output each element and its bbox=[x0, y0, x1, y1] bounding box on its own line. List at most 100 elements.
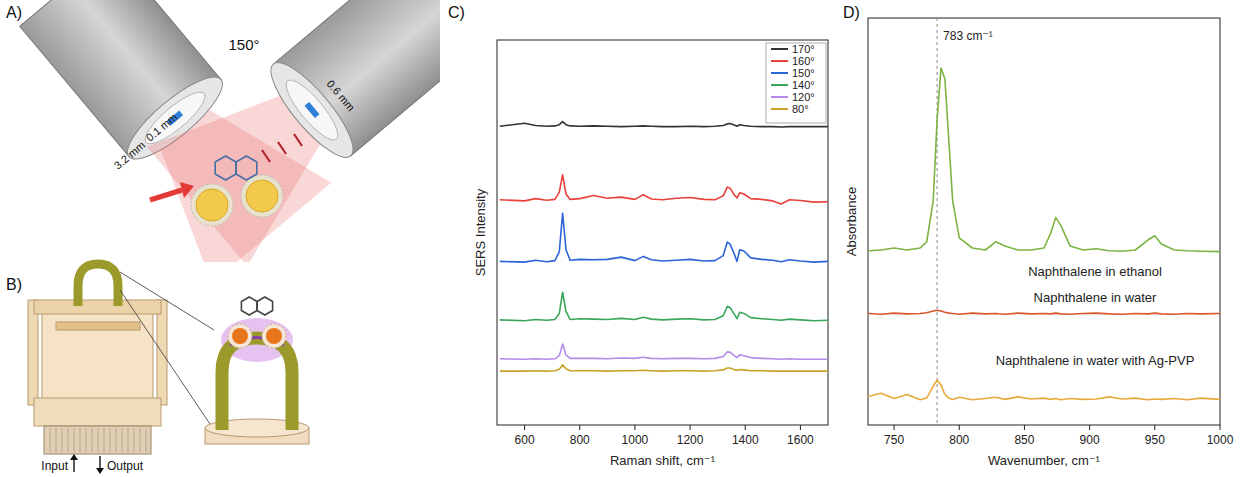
nanoparticle-shell bbox=[228, 324, 252, 348]
hatch bbox=[86, 428, 87, 452]
hatch bbox=[74, 428, 75, 452]
dimension-label: 0.6 mm bbox=[324, 78, 357, 114]
legend-entry: 140° bbox=[792, 79, 815, 91]
nanoparticle-shell bbox=[241, 175, 283, 217]
y-axis-title: Absorbance bbox=[844, 187, 859, 256]
diagram-a bbox=[6, 0, 440, 262]
arrowhead bbox=[180, 182, 194, 198]
arrowhead bbox=[96, 468, 104, 474]
page: {"panel_labels": ["A)", "B)", "C)", "D)"… bbox=[0, 0, 1241, 477]
legend: 170°160°150°140°120°80° bbox=[766, 43, 826, 123]
x-tick-label: 950 bbox=[1145, 433, 1165, 447]
hatch bbox=[92, 428, 93, 452]
frame bbox=[28, 300, 38, 405]
ring bbox=[236, 156, 257, 180]
chart: 6008001000120014001600Raman shift, cm⁻¹S… bbox=[473, 40, 828, 468]
series-label: Naphthalene in water bbox=[1034, 290, 1158, 305]
series-label: Naphthalene in ethanol bbox=[1028, 264, 1162, 279]
legend-entry: 150° bbox=[792, 67, 815, 79]
x-tick bbox=[524, 425, 525, 430]
spectrum-line bbox=[500, 292, 828, 321]
hatch bbox=[98, 428, 99, 452]
series-label: Naphthalene in water with Ag-PVP bbox=[996, 353, 1195, 368]
hatch bbox=[62, 428, 63, 452]
x-tick-label: 600 bbox=[515, 433, 535, 447]
input-label: Input bbox=[41, 459, 68, 473]
legend-swatch bbox=[771, 72, 788, 74]
legend-entry: 160° bbox=[792, 55, 815, 67]
x-tick bbox=[959, 425, 960, 430]
zoom-line bbox=[120, 290, 214, 430]
panel-letter: B) bbox=[6, 276, 22, 293]
fiber-arch bbox=[78, 264, 118, 306]
hatch bbox=[56, 428, 57, 452]
spectrum-line bbox=[500, 344, 828, 359]
nanoparticle bbox=[246, 180, 278, 212]
light-dash bbox=[294, 134, 302, 146]
base bbox=[34, 398, 161, 426]
x-tick bbox=[634, 425, 635, 430]
ring bbox=[215, 156, 236, 180]
legend-swatch bbox=[771, 84, 788, 86]
legend-swatch bbox=[771, 108, 788, 110]
nanoparticle bbox=[232, 328, 248, 344]
legend-entry: 170° bbox=[792, 43, 815, 55]
light-dash bbox=[278, 142, 286, 154]
hatch bbox=[140, 428, 141, 452]
x-tick bbox=[1089, 425, 1090, 430]
zoom-line bbox=[120, 272, 214, 330]
detector-cylinder bbox=[147, 0, 440, 262]
annotation-line bbox=[937, 18, 938, 425]
x-tick-label: 750 bbox=[884, 433, 904, 447]
x-tick bbox=[579, 425, 580, 430]
beam bbox=[147, 50, 362, 262]
hatch bbox=[104, 428, 105, 452]
ring bbox=[241, 297, 257, 315]
x-tick-label: 1400 bbox=[732, 433, 759, 447]
nanoparticle-shell bbox=[262, 324, 286, 348]
zoom-arch bbox=[222, 338, 292, 430]
hatch bbox=[122, 428, 123, 452]
angle-label: 150° bbox=[228, 36, 259, 53]
spectrum-line bbox=[500, 175, 828, 204]
legend-swatch bbox=[771, 60, 788, 62]
x-tick bbox=[1154, 425, 1155, 430]
arrow bbox=[99, 456, 100, 470]
x-tick bbox=[745, 425, 746, 430]
y-axis-title: SERS Intensity bbox=[473, 188, 488, 276]
hatch bbox=[50, 428, 51, 452]
plot-frame bbox=[868, 18, 1220, 425]
x-tick-label: 850 bbox=[1014, 433, 1034, 447]
hatch bbox=[134, 428, 135, 452]
hatch bbox=[68, 428, 69, 452]
spectrum-line bbox=[868, 68, 1220, 252]
spectrum-line bbox=[500, 213, 828, 262]
figure: 150°0.1 mm3.2 mm0.6 mmInputOutput6008001… bbox=[0, 0, 1241, 477]
panel-letter: C) bbox=[448, 4, 465, 21]
x-tick-label: 800 bbox=[949, 433, 969, 447]
x-axis-title: Raman shift, cm⁻¹ bbox=[610, 453, 716, 468]
legend-entry: 80° bbox=[792, 103, 809, 115]
cell-body bbox=[42, 312, 153, 400]
plot-area bbox=[500, 122, 828, 372]
nanoparticle bbox=[196, 189, 228, 221]
output-label: Output bbox=[107, 459, 144, 473]
legend-entry: 120° bbox=[792, 91, 815, 103]
spectrum-line bbox=[868, 380, 1220, 400]
nanoparticle bbox=[266, 328, 282, 344]
hatch bbox=[116, 428, 117, 452]
panel-letter: A) bbox=[6, 4, 22, 21]
x-axis-title: Wavenumber, cm⁻¹ bbox=[988, 453, 1101, 468]
x-tick bbox=[800, 425, 801, 430]
light-dash bbox=[262, 150, 270, 162]
legend-swatch bbox=[771, 48, 788, 50]
dimension-label: 3.2 mm bbox=[112, 139, 148, 172]
top-plate bbox=[34, 300, 161, 314]
hatch bbox=[128, 428, 129, 452]
x-tick bbox=[1220, 425, 1221, 430]
diagram-b bbox=[28, 264, 309, 474]
arrow bbox=[73, 458, 74, 472]
legend-swatch bbox=[771, 96, 788, 98]
hatch bbox=[110, 428, 111, 452]
connector bbox=[44, 426, 151, 454]
